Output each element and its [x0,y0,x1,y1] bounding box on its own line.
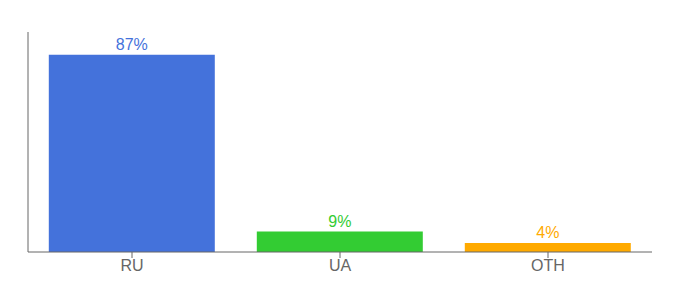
svg-text:RU: RU [120,257,143,274]
svg-text:UA: UA [329,257,352,274]
svg-text:OTH: OTH [531,257,565,274]
svg-text:9%: 9% [328,213,351,230]
svg-text:87%: 87% [116,36,148,53]
svg-text:4%: 4% [536,224,559,241]
